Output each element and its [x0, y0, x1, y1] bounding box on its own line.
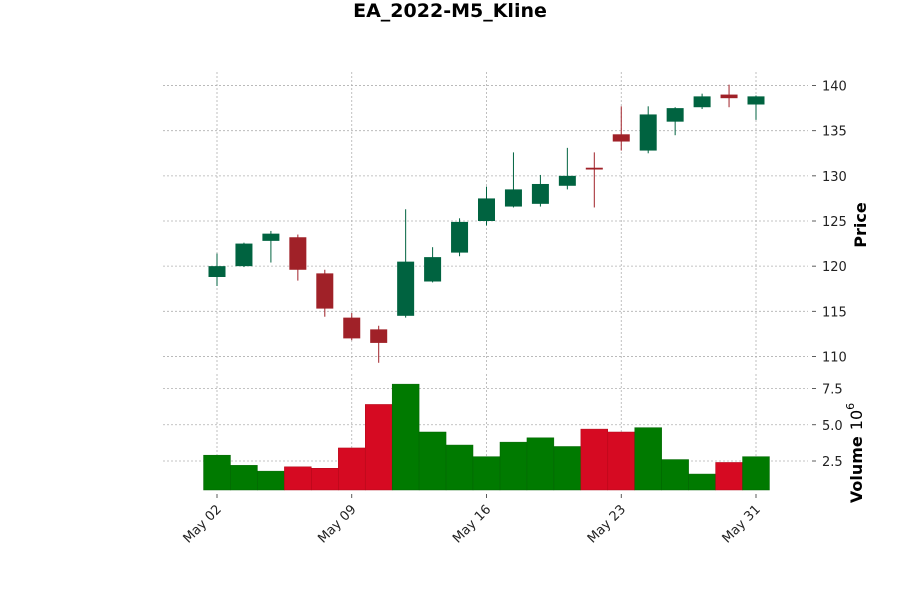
- volume-bar: [715, 462, 743, 491]
- volume-bar: [418, 431, 447, 491]
- candle-body: [504, 189, 522, 207]
- price-axis-ticks: 110 115 120 125 130 135 140: [812, 80, 847, 365]
- candle-body: [235, 243, 253, 267]
- candle-body: [289, 237, 307, 270]
- volume-bar: [203, 454, 231, 491]
- candle-body: [208, 266, 226, 277]
- volume-bar: [365, 404, 393, 491]
- volume-bar: [526, 437, 555, 491]
- price-axis-label: Price: [851, 202, 870, 248]
- volume-bar: [499, 441, 528, 491]
- candle-body: [424, 257, 442, 282]
- volume-bar: [688, 473, 716, 491]
- volume-tick-label: 2.5: [822, 455, 843, 470]
- volume-bar: [445, 444, 474, 491]
- volume-tick-label: 5.0: [822, 419, 843, 434]
- x-tick-label: May 23: [585, 502, 629, 546]
- price-candles: [208, 84, 765, 363]
- candle-body: [451, 221, 469, 253]
- volume-bars: [203, 383, 770, 491]
- volume-axis-exponent-base: 10: [847, 410, 866, 430]
- volume-bar: [553, 446, 582, 491]
- candle-body: [585, 167, 603, 170]
- volume-bar: [257, 470, 285, 491]
- x-axis-ticks: May 02 May 09 May 16 May 23 May 31: [181, 494, 764, 546]
- x-tick-label: May 09: [315, 502, 359, 546]
- volume-bar: [338, 447, 366, 491]
- volume-axis-ticks: 2.5 5.0 7.5: [812, 383, 843, 470]
- volume-bar: [391, 383, 420, 491]
- x-tick-label: May 16: [450, 502, 494, 546]
- candle-body: [478, 198, 495, 221]
- volume-bar: [472, 456, 501, 491]
- price-tick-label: 120: [822, 260, 847, 275]
- volume-bar: [284, 466, 312, 491]
- price-tick-label: 130: [822, 170, 847, 185]
- x-tick-label: May 02: [181, 502, 225, 546]
- chart-title: EA_2022-M5_Kline: [353, 0, 547, 22]
- volume-bar: [311, 468, 339, 491]
- price-tick-label: 140: [822, 80, 847, 95]
- candle-body: [666, 108, 684, 122]
- candle-body: [262, 233, 280, 241]
- candle-body: [612, 134, 630, 142]
- price-tick-label: 115: [822, 305, 847, 320]
- candle-body: [720, 94, 738, 99]
- candle-body: [693, 96, 711, 108]
- volume-axis-label: Volume 106: [844, 403, 866, 503]
- candle-body: [531, 183, 549, 204]
- volume-tick-label: 7.5: [822, 383, 843, 398]
- candle-body: [639, 114, 657, 151]
- volume-bar: [634, 427, 662, 491]
- price-tick-label: 125: [822, 215, 847, 230]
- candle-body: [370, 329, 388, 343]
- price-tick-label: 135: [822, 125, 847, 140]
- candle-body: [343, 317, 361, 339]
- volume-bar: [661, 459, 689, 491]
- candle-body: [397, 261, 415, 316]
- volume-axis-label-text: Volume: [847, 436, 866, 503]
- volume-bar: [742, 456, 770, 491]
- volume-bar: [580, 428, 608, 491]
- volume-bar: [230, 465, 258, 491]
- volume-axis-exponent-power: 6: [844, 403, 857, 410]
- candle-body: [316, 273, 334, 309]
- candle-body: [558, 175, 576, 186]
- x-tick-label: May 31: [720, 502, 764, 546]
- candle-body: [747, 96, 765, 105]
- volume-bar: [607, 431, 635, 491]
- price-tick-label: 110: [822, 350, 847, 365]
